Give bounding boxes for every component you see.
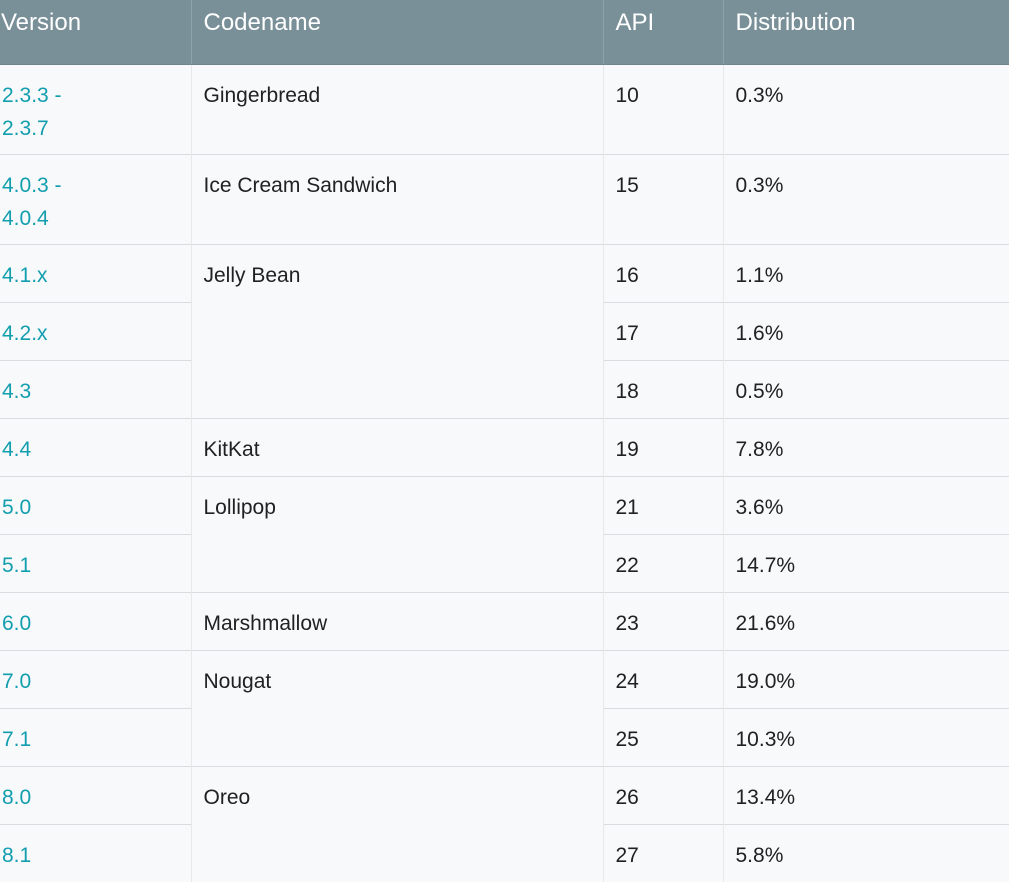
header-codename: Codename (190, 0, 603, 65)
distribution-cell: 10.3% (722, 707, 1009, 766)
version-cell[interactable]: 4.4 (0, 417, 191, 476)
table-row: 8.1 27 5.8% (0, 823, 1009, 882)
table-row: 8.0 Oreo 26 13.4% (0, 765, 1009, 882)
codename-cell: KitKat (190, 417, 603, 476)
table-row: 4.4 KitKat 19 7.8% (0, 417, 1009, 476)
table-row: 4.3 18 0.5% (0, 359, 1009, 418)
codename-cell: Jelly Bean (190, 243, 603, 418)
table-row: 4.2.x 17 1.6% (0, 301, 1009, 360)
version-link[interactable]: 4.1.x (2, 263, 48, 287)
version-link[interactable]: 7.0 (2, 669, 32, 693)
api-cell: 19 (602, 417, 723, 476)
version-cell[interactable]: 7.1 (0, 707, 191, 766)
version-link[interactable]: 4.4 (2, 437, 32, 461)
distribution-cell: 1.6% (722, 301, 1009, 360)
codename-cell: Oreo (190, 765, 603, 882)
distribution-cell: 3.6% (722, 475, 1009, 534)
table-row: 5.0 Lollipop 21 3.6% (0, 475, 1009, 592)
header-distribution: Distribution (722, 0, 1009, 65)
api-cell: 26 (602, 765, 723, 824)
distribution-cell: 5.8% (722, 823, 1009, 882)
api-cell: 16 (602, 243, 723, 302)
version-cell[interactable]: 8.1 (0, 823, 191, 882)
table-row: 6.0 Marshmallow 23 21.6% (0, 591, 1009, 650)
api-cell: 21 (602, 475, 723, 534)
table-row: 7.1 25 10.3% (0, 707, 1009, 766)
header-version: Version (0, 0, 191, 65)
api-cell: 23 (602, 591, 723, 650)
distribution-cell: 13.4% (722, 765, 1009, 824)
version-cell[interactable]: 4.1.x (0, 243, 191, 302)
codename-cell: Marshmallow (190, 591, 603, 650)
distribution-cell: 14.7% (722, 533, 1009, 592)
table-row: 2.3.3 - 2.3.7 Gingerbread 10 0.3% (0, 63, 1009, 154)
table-header-row: Version Codename API Distribution (0, 0, 1009, 65)
distribution-cell: 0.3% (722, 63, 1009, 154)
version-cell[interactable]: 6.0 (0, 591, 191, 650)
version-link[interactable]: 4.2.x (2, 321, 48, 345)
api-cell: 25 (602, 707, 723, 766)
version-cell[interactable]: 4.0.3 - 4.0.4 (0, 153, 191, 244)
distribution-cell: 7.8% (722, 417, 1009, 476)
distribution-cell: 21.6% (722, 591, 1009, 650)
version-link[interactable]: 4.3 (2, 379, 32, 403)
version-link[interactable]: 4.0.3 - 4.0.4 (2, 173, 62, 230)
table-row: 4.1.x Jelly Bean 16 1.1% (0, 243, 1009, 418)
api-cell: 24 (602, 649, 723, 708)
distribution-cell: 0.5% (722, 359, 1009, 418)
version-cell[interactable]: 4.2.x (0, 301, 191, 360)
table-row: 4.0.3 - 4.0.4 Ice Cream Sandwich 15 0.3% (0, 153, 1009, 244)
distribution-cell: 19.0% (722, 649, 1009, 708)
version-link[interactable]: 6.0 (2, 611, 32, 635)
codename-cell: Gingerbread (190, 63, 603, 154)
api-cell: 10 (602, 63, 723, 154)
version-cell[interactable]: 5.1 (0, 533, 191, 592)
version-cell[interactable]: 2.3.3 - 2.3.7 (0, 63, 191, 154)
api-cell: 18 (602, 359, 723, 418)
table-row: 7.0 Nougat 24 19.0% (0, 649, 1009, 766)
codename-cell: Lollipop (190, 475, 603, 592)
version-cell[interactable]: 5.0 (0, 475, 191, 534)
version-cell[interactable]: 8.0 (0, 765, 191, 824)
version-link[interactable]: 8.0 (2, 785, 32, 809)
version-cell[interactable]: 4.3 (0, 359, 191, 418)
table-row: 5.1 22 14.7% (0, 533, 1009, 592)
api-cell: 27 (602, 823, 723, 882)
header-api: API (602, 0, 723, 65)
api-cell: 17 (602, 301, 723, 360)
api-cell: 15 (602, 153, 723, 244)
version-cell[interactable]: 7.0 (0, 649, 191, 708)
distribution-cell: 1.1% (722, 243, 1009, 302)
version-link[interactable]: 5.0 (2, 495, 32, 519)
codename-cell: Nougat (190, 649, 603, 766)
version-link[interactable]: 8.1 (2, 843, 32, 867)
codename-cell: Ice Cream Sandwich (190, 153, 603, 244)
api-cell: 22 (602, 533, 723, 592)
version-link[interactable]: 5.1 (2, 553, 32, 577)
version-link[interactable]: 2.3.3 - 2.3.7 (2, 83, 62, 140)
version-link[interactable]: 7.1 (2, 727, 32, 751)
distribution-cell: 0.3% (722, 153, 1009, 244)
